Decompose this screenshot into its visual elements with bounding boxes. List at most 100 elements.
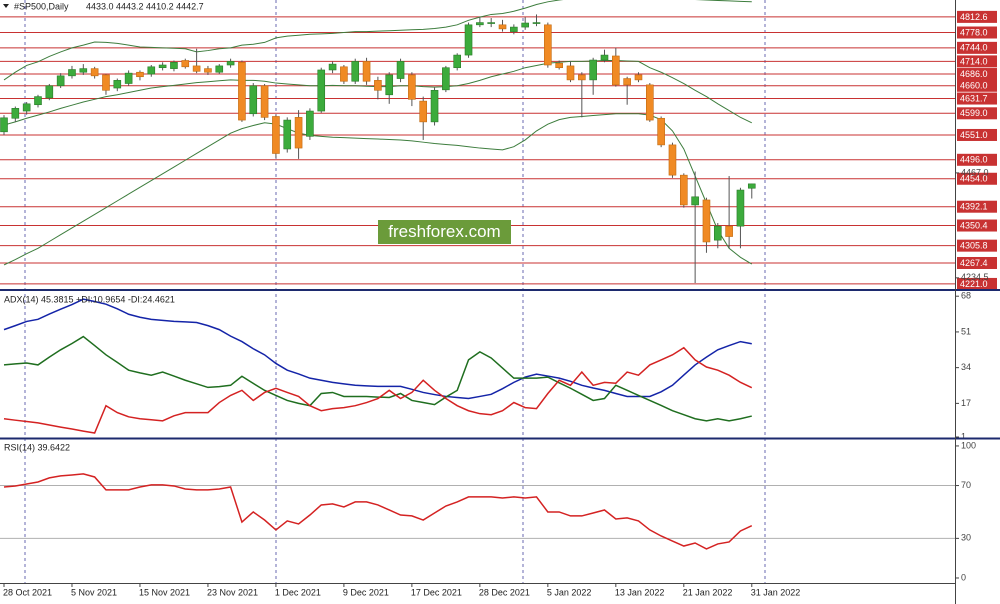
- level-label-box: [957, 172, 997, 185]
- level-label: 4551.0: [960, 130, 988, 140]
- candle-body: [79, 68, 88, 73]
- level-label: 4350.4: [960, 220, 988, 230]
- x-tick-label: 17 Dec 2021: [411, 587, 462, 597]
- candle-body: [612, 55, 620, 86]
- y-tick-label: 34: [961, 362, 971, 372]
- candle-body: [442, 67, 450, 91]
- y-tick-label: 4234.5: [961, 272, 989, 282]
- level-label: 4778.0: [960, 27, 988, 37]
- candle-body: [510, 26, 518, 32]
- x-tick-label: 1 Dec 2021: [275, 587, 321, 597]
- candle-body: [317, 69, 326, 112]
- candle-body: [204, 68, 212, 73]
- candle-body: [351, 61, 360, 82]
- candle-body: [736, 189, 745, 227]
- candle-body: [328, 63, 337, 71]
- candle-body: [34, 96, 42, 106]
- level-label: 4812.6: [960, 12, 988, 22]
- candle-body: [238, 61, 246, 121]
- level-label-box: [957, 128, 997, 141]
- level-label-box: [957, 68, 997, 81]
- candle-body: [11, 108, 20, 119]
- x-tick-label: 28 Dec 2021: [479, 587, 530, 597]
- level-label-box: [957, 10, 997, 23]
- x-tick-label: 13 Jan 2022: [615, 587, 665, 597]
- y-tick-label: 51: [961, 326, 971, 336]
- candle-body: [521, 22, 529, 28]
- candle-body: [272, 116, 280, 154]
- candle-body: [532, 22, 541, 24]
- candle-body: [487, 22, 495, 24]
- level-label-box: [957, 219, 997, 232]
- y-tick-label: 70: [961, 480, 971, 490]
- y-tick-label: 4467.0: [961, 167, 989, 177]
- candle-body: [102, 74, 110, 91]
- candle-body: [747, 183, 756, 189]
- candle-body: [147, 66, 156, 75]
- x-tick-label: 9 Dec 2021: [343, 587, 389, 597]
- y-tick-label: 68: [961, 291, 971, 301]
- candle-body: [668, 144, 677, 176]
- candle-body: [192, 65, 201, 72]
- menu-icon: [3, 4, 9, 8]
- candle-body: [260, 85, 269, 118]
- candle-body: [555, 62, 563, 69]
- candle-body: [657, 117, 665, 146]
- y-tick-label: 0: [961, 572, 966, 582]
- level-label: 4454.0: [960, 174, 988, 184]
- indicator-line: [3, 346, 753, 434]
- y-tick-label: 30: [961, 533, 971, 543]
- candle-body: [725, 225, 733, 237]
- candle-body: [430, 89, 439, 123]
- level-label-box: [957, 239, 997, 252]
- level-label: 4392.1: [960, 202, 988, 212]
- candle-body: [544, 24, 552, 66]
- y-tick-label: 17: [961, 398, 971, 408]
- symbol-title: #SP500,Daily: [14, 1, 69, 11]
- period-separators: [24, 0, 766, 583]
- candle-body: [340, 66, 348, 82]
- candle-body: [124, 72, 133, 84]
- candle-body: [385, 74, 394, 96]
- candle-body: [215, 65, 224, 73]
- panel: [0, 0, 955, 285]
- candle-body: [22, 103, 31, 112]
- candle-body: [679, 174, 688, 206]
- panel-title: RSI(14) 39.6422: [4, 442, 70, 452]
- candle-body: [45, 85, 54, 99]
- watermark-box: [378, 220, 511, 244]
- candle-body: [464, 24, 473, 56]
- candle-body: [566, 65, 575, 81]
- candle-body: [498, 24, 507, 30]
- indicator-line: [3, 473, 753, 550]
- level-label: 4599.0: [960, 108, 988, 118]
- candle-body: [158, 64, 167, 69]
- level-label-box: [957, 200, 997, 213]
- x-tick-label: 21 Jan 2022: [683, 587, 733, 597]
- candle-body: [283, 119, 292, 150]
- candle-body: [306, 110, 314, 137]
- price-axis: 4812.6 4778.0 4744.0 4714.0 4686.0 4660.0 4631…: [955, 10, 997, 290]
- candle-body: [136, 71, 144, 78]
- candle-body: [578, 74, 586, 81]
- candle-body: [691, 196, 699, 206]
- level-label: 4305.8: [960, 241, 988, 251]
- level-label-box: [957, 26, 997, 39]
- band-line: [3, 0, 752, 81]
- panel: [3, 298, 753, 434]
- band-line: [3, 113, 753, 266]
- level-label: 4496.0: [960, 155, 988, 165]
- level-label-box: [957, 92, 997, 105]
- y-tick-label: 1: [961, 431, 966, 441]
- candle-body: [170, 61, 178, 69]
- level-label-box: [957, 277, 997, 290]
- candle-body: [453, 54, 462, 69]
- panel: [0, 473, 955, 550]
- candle-body: [713, 225, 722, 241]
- level-label: 4267.4: [960, 258, 988, 268]
- candle-body: [249, 85, 258, 115]
- level-label: 4631.7: [960, 93, 988, 103]
- candle-body: [646, 84, 654, 121]
